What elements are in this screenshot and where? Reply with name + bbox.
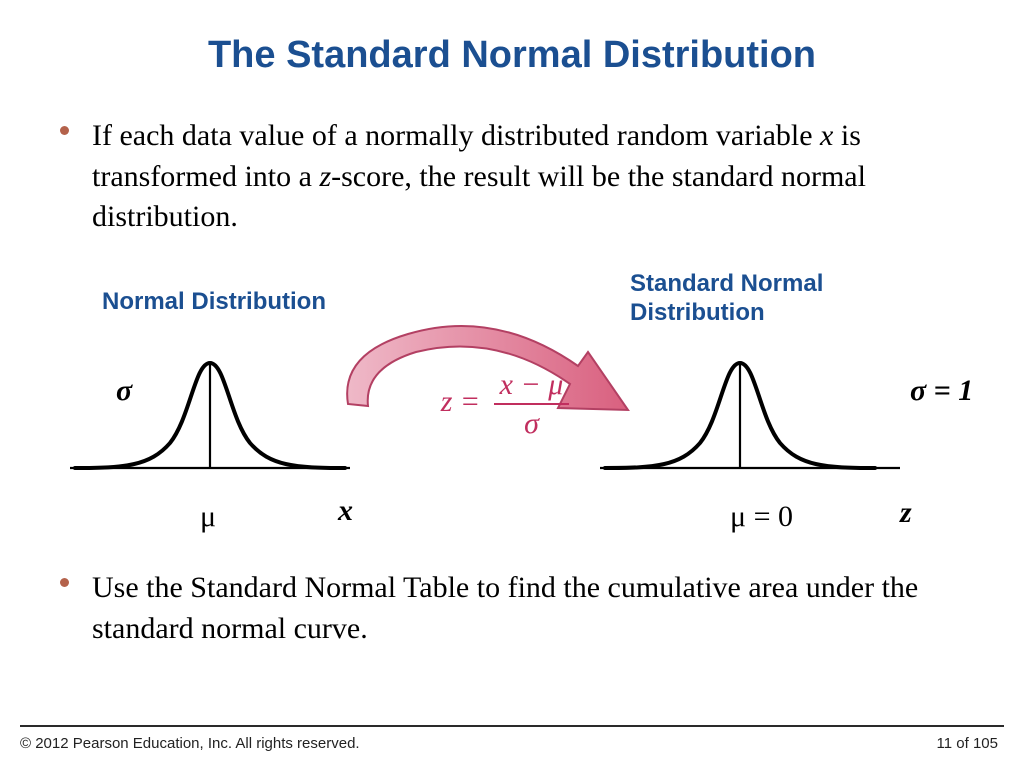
z-score-formula: z = x − μσ bbox=[410, 368, 600, 440]
slide: The Standard Normal Distribution If each… bbox=[0, 0, 1024, 767]
formula-lhs: z bbox=[441, 385, 453, 418]
b1-z: z bbox=[319, 160, 331, 193]
std-normal-dist-label: Standard Normal Distribution bbox=[630, 270, 823, 328]
std-label-line1: Standard Normal bbox=[630, 270, 823, 297]
b1-x: x bbox=[820, 119, 833, 152]
sigma-right: σ = 1 bbox=[910, 374, 973, 408]
mu-right: μ = 0 bbox=[730, 500, 793, 534]
distribution-diagram: Normal Distribution Standard Normal Dist… bbox=[60, 270, 964, 550]
std-label-line2: Distribution bbox=[630, 299, 765, 326]
bullet-dot-icon bbox=[60, 578, 69, 587]
formula-den: σ bbox=[494, 405, 570, 440]
bullet-item-1: If each data value of a normally distrib… bbox=[60, 116, 964, 238]
bullet-2-text: Use the Standard Normal Table to find th… bbox=[92, 568, 964, 649]
b1-pre: If each data value of a normally distrib… bbox=[92, 119, 820, 152]
sigma-left: σ bbox=[116, 374, 132, 408]
normal-curve bbox=[70, 348, 350, 508]
bullet-item-2: Use the Standard Normal Table to find th… bbox=[60, 568, 964, 649]
formula-fraction: x − μσ bbox=[494, 368, 570, 440]
axis-var-z: z bbox=[900, 496, 912, 530]
copyright-text: © 2012 Pearson Education, Inc. All right… bbox=[20, 735, 360, 752]
mu-left: μ bbox=[200, 500, 216, 534]
bullet-1-text: If each data value of a normally distrib… bbox=[92, 116, 964, 238]
slide-title: The Standard Normal Distribution bbox=[0, 34, 1024, 77]
formula-num: x − μ bbox=[494, 368, 570, 405]
page-number: 11 of 105 bbox=[937, 735, 998, 752]
std-normal-curve bbox=[600, 348, 900, 508]
axis-var-x: x bbox=[338, 494, 353, 528]
formula-eq: = bbox=[452, 385, 487, 418]
normal-dist-label: Normal Distribution bbox=[102, 288, 326, 317]
bullet-dot-icon bbox=[60, 126, 69, 135]
slide-footer: © 2012 Pearson Education, Inc. All right… bbox=[20, 725, 1004, 759]
